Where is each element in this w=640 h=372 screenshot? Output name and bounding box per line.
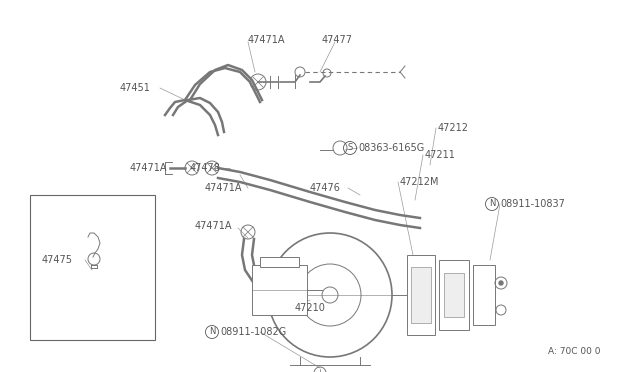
Bar	[260, 257, 299, 267]
Text: 47451: 47451	[120, 83, 151, 93]
Text: N: N	[489, 199, 495, 208]
Text: 08911-10837: 08911-10837	[500, 199, 565, 209]
Text: 47477: 47477	[322, 35, 353, 45]
Circle shape	[499, 281, 503, 285]
Text: 47475: 47475	[42, 255, 73, 265]
Bar	[411, 267, 431, 323]
Bar	[30, 195, 155, 340]
Text: 47471A: 47471A	[205, 183, 243, 193]
Text: 47471A: 47471A	[130, 163, 168, 173]
Text: 47476: 47476	[310, 183, 341, 193]
Text: A: 70C 00 0: A: 70C 00 0	[548, 347, 600, 356]
Text: 47212: 47212	[438, 123, 469, 133]
Bar	[444, 273, 464, 317]
Bar	[252, 265, 307, 315]
Bar	[439, 260, 469, 330]
Text: 47212M: 47212M	[400, 177, 440, 187]
Text: 08911-1082G: 08911-1082G	[220, 327, 286, 337]
Text: 47211: 47211	[425, 150, 456, 160]
Text: 08363-6165G: 08363-6165G	[358, 143, 424, 153]
Text: 47471A: 47471A	[195, 221, 232, 231]
Text: 47478: 47478	[190, 163, 221, 173]
Text: N: N	[209, 327, 215, 337]
Bar	[473, 265, 495, 325]
Text: 47210: 47210	[295, 303, 326, 313]
Bar	[407, 255, 435, 335]
Text: S: S	[348, 144, 353, 153]
Text: 47471A: 47471A	[248, 35, 285, 45]
